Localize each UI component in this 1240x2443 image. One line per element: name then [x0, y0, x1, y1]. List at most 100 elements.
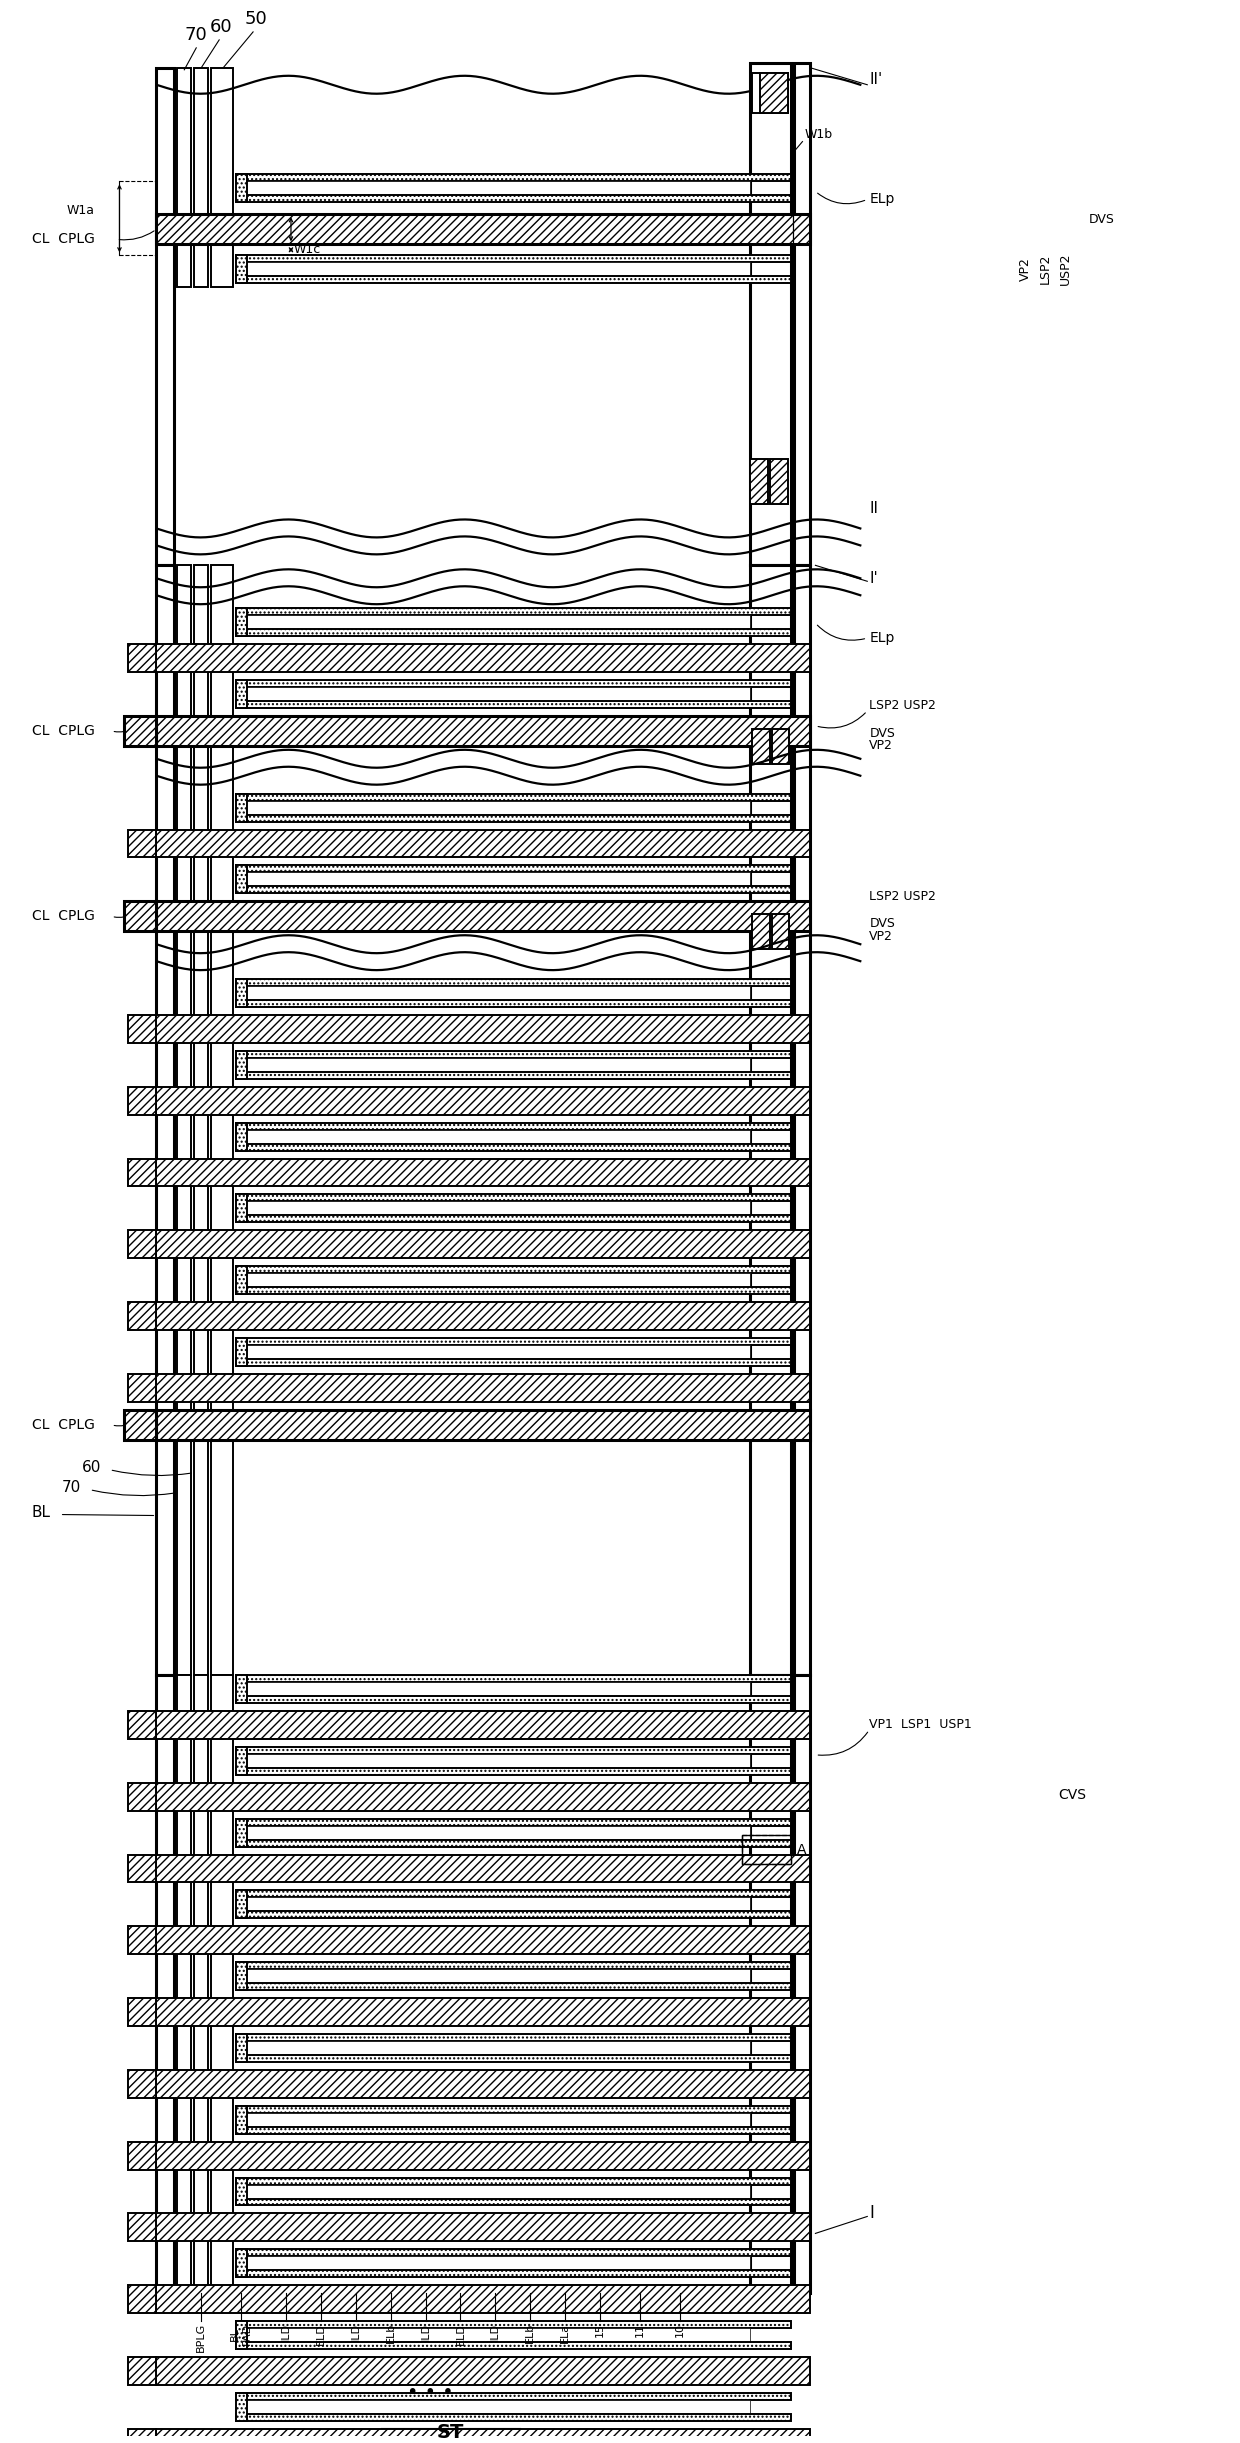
Bar — [129, 1373, 156, 1402]
Bar — [236, 865, 791, 872]
Bar — [236, 2394, 247, 2421]
Text: BPLG: BPLG — [196, 2323, 206, 2353]
Bar — [236, 814, 791, 821]
Bar — [195, 68, 208, 288]
Bar — [243, 1969, 750, 1984]
Text: 50: 50 — [244, 10, 268, 27]
Bar — [750, 1676, 791, 2294]
Bar — [243, 686, 750, 701]
Text: CL  CPLG: CL CPLG — [32, 1417, 94, 1432]
Bar — [236, 980, 791, 987]
Bar — [211, 564, 233, 1676]
Bar — [156, 564, 175, 1676]
Bar — [236, 887, 791, 894]
Bar — [243, 2040, 750, 2055]
Text: 10: 10 — [675, 2323, 684, 2338]
Text: ELb: ELb — [386, 2323, 396, 2343]
Bar — [243, 261, 750, 276]
Text: 60: 60 — [210, 17, 232, 37]
Bar — [156, 1231, 811, 1258]
Bar — [236, 1676, 247, 1703]
Bar — [236, 2343, 791, 2350]
Bar — [236, 173, 247, 203]
Text: W1a: W1a — [67, 203, 94, 217]
Bar — [124, 901, 156, 931]
Bar — [129, 1710, 156, 1739]
Bar — [195, 1676, 208, 2294]
Text: I: I — [869, 2204, 874, 2223]
Bar — [243, 987, 750, 999]
Bar — [243, 2184, 750, 2199]
Bar — [243, 1273, 750, 1287]
Bar — [129, 2357, 156, 2384]
Bar — [236, 1217, 791, 1222]
Bar — [243, 1202, 750, 1217]
Bar — [236, 2321, 791, 2328]
Bar — [750, 459, 768, 503]
Bar — [236, 1962, 791, 1969]
Bar — [236, 1891, 247, 1918]
Text: II: II — [869, 501, 878, 515]
Bar — [236, 2106, 791, 2113]
Bar — [760, 73, 787, 112]
Bar — [156, 1710, 811, 1739]
Text: VP2: VP2 — [869, 740, 893, 752]
Bar — [751, 73, 787, 112]
Text: I': I' — [869, 572, 878, 586]
Bar — [211, 68, 233, 288]
Bar — [236, 1124, 791, 1129]
Bar — [751, 914, 770, 950]
Bar — [156, 831, 811, 857]
Bar — [129, 1998, 156, 2025]
Bar — [771, 914, 790, 950]
Text: ELb: ELb — [526, 2323, 536, 2343]
Bar — [236, 2035, 247, 2062]
Text: • • •: • • • — [407, 2384, 454, 2401]
Bar — [129, 1928, 156, 1954]
Bar — [236, 1143, 791, 1151]
Bar — [236, 2128, 791, 2133]
Bar — [236, 2177, 247, 2206]
Text: CL  CPLG: CL CPLG — [32, 909, 94, 923]
Text: CL  CPLG: CL CPLG — [32, 723, 94, 738]
Bar — [156, 716, 811, 745]
Bar — [156, 1676, 175, 2294]
Bar — [236, 195, 791, 203]
Bar — [243, 1058, 750, 1072]
Bar — [236, 630, 791, 635]
Bar — [236, 254, 247, 283]
Text: ST: ST — [436, 2423, 464, 2443]
Bar — [129, 2428, 156, 2443]
Text: DVS: DVS — [1089, 213, 1115, 225]
Bar — [236, 173, 791, 181]
Text: CL  CPLG: CL CPLG — [32, 232, 94, 247]
Bar — [156, 1783, 811, 1810]
Bar — [750, 564, 791, 1676]
Text: BL
PAD: BL PAD — [231, 2323, 252, 2345]
Bar — [243, 1129, 750, 1143]
Bar — [129, 831, 156, 857]
Bar — [156, 2357, 811, 2384]
Bar — [236, 1962, 247, 1991]
Bar — [129, 1087, 156, 1114]
Bar — [129, 1231, 156, 1258]
Bar — [156, 215, 811, 244]
Bar — [236, 1818, 247, 1847]
Bar — [236, 1265, 247, 1295]
Bar — [129, 1854, 156, 1884]
Bar — [236, 2250, 791, 2257]
Bar — [742, 1835, 791, 1864]
Bar — [243, 1898, 750, 1910]
Text: VP2: VP2 — [1019, 257, 1032, 281]
Text: 60: 60 — [82, 1461, 100, 1476]
Bar — [236, 1195, 791, 1202]
Bar — [177, 564, 191, 1676]
Bar — [236, 1910, 791, 1918]
Bar — [771, 728, 790, 765]
Bar — [795, 564, 811, 1676]
Text: ELa: ELa — [560, 2323, 570, 2343]
Bar — [236, 2250, 247, 2277]
Bar — [129, 2284, 156, 2314]
Text: ELD: ELD — [455, 2323, 465, 2345]
Bar — [156, 1158, 811, 1187]
